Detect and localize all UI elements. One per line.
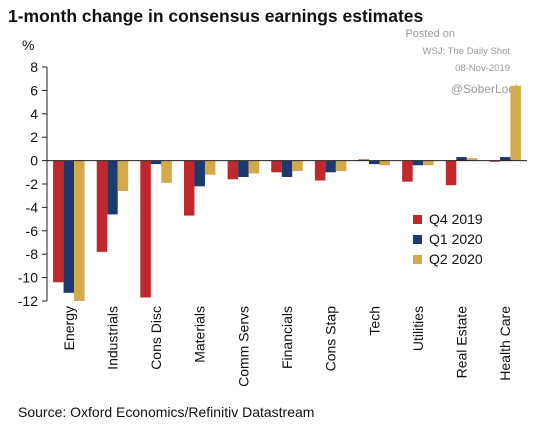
legend-swatch — [413, 215, 422, 224]
bar-q2-2020 — [204, 160, 216, 175]
y-axis-unit-label: % — [22, 37, 35, 53]
x-tick-label: Comm Servs — [235, 306, 251, 387]
y-tick-label: 4 — [30, 106, 38, 122]
y-tick-label: 8 — [30, 59, 38, 75]
bar-q1-2020 — [499, 157, 511, 161]
bar-q4-2019 — [140, 160, 151, 298]
bar-q4-2019 — [358, 159, 370, 161]
y-tick-label: -4 — [26, 199, 39, 215]
y-tick-label: -12 — [18, 293, 38, 309]
bar-q1-2020 — [325, 160, 336, 173]
x-tick-label: Tech — [366, 306, 382, 336]
watermark-handle: @SoberLook — [450, 82, 521, 96]
x-tick-label: Industrials — [104, 306, 120, 370]
bar-q2-2020 — [423, 160, 434, 166]
legend-swatch — [413, 255, 422, 264]
legend-label: Q4 2019 — [429, 211, 483, 227]
y-tick-label: -2 — [26, 176, 39, 192]
source-note: Source: Oxford Economics/Refinitiv Datas… — [18, 404, 315, 420]
bar-q2-2020 — [248, 160, 260, 174]
y-tick-label: -8 — [26, 246, 39, 262]
x-tick-label: Utilities — [410, 306, 426, 351]
bar-q1-2020 — [281, 160, 293, 177]
x-tick-label: Financials — [279, 306, 295, 369]
bar-q1-2020 — [194, 160, 205, 187]
bar-q4-2019 — [489, 160, 500, 162]
bar-q2-2020 — [335, 160, 347, 172]
bar-q4-2019 — [96, 160, 108, 252]
watermark-date: 08-Nov-2019 — [455, 63, 510, 74]
watermark-posted-on: Posted on — [405, 28, 455, 40]
chart-title: 1-month change in consensus earnings est… — [8, 6, 424, 26]
bar-q1-2020 — [150, 160, 162, 165]
legend-label: Q1 2020 — [429, 231, 483, 247]
y-tick-label: -10 — [18, 270, 38, 286]
bar-q2-2020 — [74, 160, 85, 301]
x-tick-label: Health Care — [497, 306, 513, 381]
bar-q2-2020 — [466, 158, 478, 161]
bar-q4-2019 — [314, 160, 326, 181]
bar-q2-2020 — [117, 160, 129, 192]
x-tick-label: Cons Disc — [148, 306, 164, 370]
bar-q2-2020 — [510, 85, 521, 161]
bar-q1-2020 — [63, 160, 75, 293]
bar-q2-2020 — [292, 160, 303, 172]
bar-q1-2020 — [107, 160, 118, 215]
y-tick-label: -6 — [26, 223, 39, 239]
bar-q1-2020 — [412, 160, 424, 166]
y-tick-label: 6 — [30, 82, 38, 98]
bar-q4-2019 — [227, 160, 239, 180]
watermark-source-site: WSJ: The Daily Shot — [422, 46, 510, 57]
x-tick-label: Real Estate — [454, 306, 470, 379]
y-tick-label: 0 — [30, 153, 38, 169]
bar-q1-2020 — [238, 160, 249, 177]
legend-label: Q2 2020 — [429, 251, 483, 267]
bar-q1-2020 — [456, 157, 467, 161]
bar-q4-2019 — [183, 160, 195, 216]
x-tick-label: Cons Stap — [323, 306, 339, 372]
y-tick-label: 2 — [30, 129, 38, 145]
x-tick-label: Energy — [61, 306, 77, 350]
bar-q2-2020 — [161, 160, 172, 183]
x-tick-label: Materials — [192, 306, 208, 363]
bar-q1-2020 — [369, 160, 380, 165]
bar-q4-2019 — [445, 160, 457, 186]
legend-swatch — [413, 235, 422, 244]
bar-q4-2019 — [271, 160, 282, 173]
bar-q2-2020 — [379, 160, 391, 166]
bar-q4-2019 — [53, 160, 64, 283]
bar-q4-2019 — [402, 160, 413, 182]
